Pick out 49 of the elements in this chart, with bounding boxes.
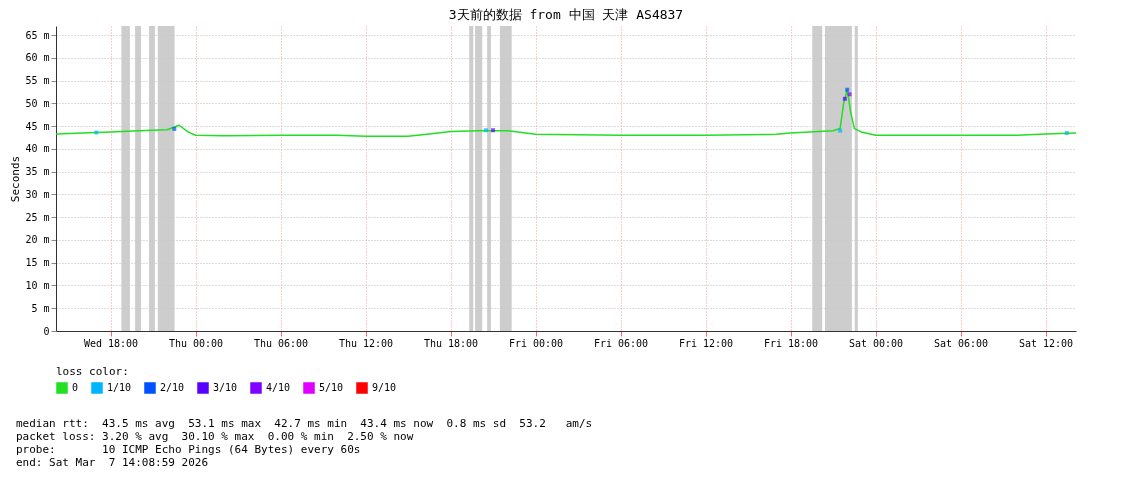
y-tick-label: 20 m xyxy=(25,234,50,246)
y-tick-label: 45 m xyxy=(25,120,50,132)
y-axis-title: Seconds xyxy=(9,155,23,203)
legend-label: 9/10 xyxy=(372,382,397,393)
point xyxy=(94,130,99,135)
x-tick-label: Thu 06:00 xyxy=(253,337,309,349)
point xyxy=(847,92,852,97)
y-tick-label: 0 xyxy=(43,325,50,337)
x-tick-label: Sat 12:00 xyxy=(1018,337,1074,349)
x-tick-label: Thu 18:00 xyxy=(423,337,479,349)
x-tick-label: Fri 18:00 xyxy=(763,337,819,349)
x-tick-label: Fri 00:00 xyxy=(508,337,564,349)
legend-label: 4/10 xyxy=(266,382,291,393)
legend-label: 3/10 xyxy=(213,382,238,393)
x-tick-label: Thu 00:00 xyxy=(168,337,224,349)
point xyxy=(845,87,850,92)
legend-label: 2/10 xyxy=(160,382,185,393)
legend-label: 5/10 xyxy=(319,382,344,393)
y-tick-label: 15 m xyxy=(25,257,50,269)
y-tick-label: 60 m xyxy=(25,52,50,64)
x-tick-label: Fri 12:00 xyxy=(678,337,734,349)
y-tick-label: 65 m xyxy=(25,29,50,41)
y-tick-label: 50 m xyxy=(25,97,50,109)
legend-label: 1/10 xyxy=(107,382,132,393)
text: median rtt: 43.5 ms avg 53.1 ms max 42.7 ms min 43.4 ms now 0.8 ms sd 53.2 am/s xyxy=(16,417,594,430)
x-tick-label: Wed 18:00 xyxy=(83,337,139,349)
x-tick-label: Thu 12:00 xyxy=(338,337,394,349)
y-tick-label: 10 m xyxy=(25,279,50,291)
x-tick-label: Sat 00:00 xyxy=(848,337,904,349)
y-tick-label: 25 m xyxy=(25,211,50,223)
y-tick-label: 30 m xyxy=(25,188,50,200)
y-tick-label: 40 m xyxy=(25,143,50,155)
text: packet loss: 3.20 % avg 30.10 % max 0.00 % min 2.50 % now xyxy=(16,430,415,443)
y-tick-label: 35 m xyxy=(25,166,50,178)
point xyxy=(172,126,177,131)
chart-title: 3天前的数据 from 中国 天津 AS4837 xyxy=(448,7,684,22)
y-tick-label: 5 m xyxy=(31,302,50,314)
x-tick-label: Sat 06:00 xyxy=(933,337,989,349)
x-tick-label: Fri 06:00 xyxy=(593,337,649,349)
point xyxy=(842,96,847,101)
point xyxy=(1064,130,1069,135)
text: probe: 10 ICMP Echo Pings (64 Bytes) every 60s xyxy=(16,443,362,456)
legend-label: 0 xyxy=(72,382,79,393)
point xyxy=(491,128,496,133)
point xyxy=(483,128,488,133)
legend-title: loss color: xyxy=(56,365,129,378)
text: end: Sat Mar 7 14:08:59 2026 xyxy=(16,456,210,469)
y-tick-label: 55 m xyxy=(25,75,50,87)
point xyxy=(838,128,843,133)
